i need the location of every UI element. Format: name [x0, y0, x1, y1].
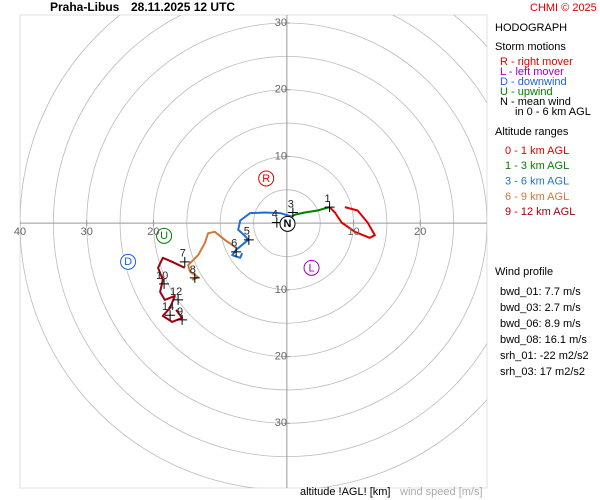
- profile-value: bwd_08: 16.1 m/s: [500, 334, 587, 346]
- storm-legend-entry: D - downwind: [500, 76, 567, 88]
- storm-legend-entry: U - upwind: [500, 86, 553, 98]
- altitude-label: 7: [180, 248, 186, 260]
- panel-title: HODOGRAPH: [495, 22, 567, 34]
- value-label: wind speed [m/s]: [399, 486, 483, 498]
- altitude-label: 12: [170, 286, 182, 298]
- storm-legend-entry: L - left mover: [500, 66, 564, 78]
- altitude-marker: [231, 246, 242, 257]
- legend-entry: 9 - 12 km AGL: [505, 206, 575, 218]
- altitude-label: 4: [272, 208, 278, 220]
- x-tick-label: 20: [147, 226, 159, 238]
- legend-entry: 1 - 3 km AGL: [505, 160, 569, 172]
- storm-motion-label: U: [160, 230, 168, 242]
- x-label: altitude !AGL! [km]: [300, 486, 390, 498]
- hodograph-line: [328, 206, 376, 239]
- altitude-marker: [159, 278, 170, 289]
- altitude-label: 1: [324, 193, 330, 205]
- storm-motion: [258, 170, 275, 187]
- profile-value: bwd_03: 2.7 m/s: [500, 302, 581, 314]
- x-tick-label: 30: [81, 226, 93, 238]
- altitude-marker: [165, 310, 176, 321]
- storm-legend-entry: R - right mover: [500, 56, 573, 68]
- legend-entry: 3 - 6 km AGL: [505, 176, 569, 188]
- y-tick-label: 20: [275, 350, 287, 362]
- legend-entry: 6 - 9 km AGL: [505, 191, 569, 203]
- y-tick-label: 20: [275, 84, 287, 96]
- hodograph-line: [231, 211, 292, 259]
- y-tick-label: 10: [275, 284, 287, 296]
- credit: CHMI © 2025: [530, 2, 597, 14]
- hodograph-line: [187, 230, 237, 281]
- altitude-label: 8: [190, 264, 196, 276]
- x-tick-label: 40: [14, 226, 26, 238]
- storm-legend-entry: N - mean wind: [500, 96, 571, 108]
- profile-value: srh_03: 17 m2/s2: [500, 366, 585, 378]
- hodograph-line: [157, 256, 186, 323]
- altitude-marker: [324, 202, 335, 213]
- altitude-marker: [179, 256, 190, 267]
- profile-title: Wind profile: [495, 266, 553, 278]
- altitude-label: 3: [288, 198, 294, 210]
- altitude-label: 5: [244, 226, 250, 238]
- storm-motion-label: L: [308, 262, 314, 274]
- y-tick-label: 30: [275, 17, 287, 29]
- storm-motion-label: N: [284, 218, 292, 230]
- chart-title: 28.11.2025 12 UTC: [131, 0, 235, 14]
- altitude-label: 9: [177, 306, 183, 318]
- hodograph-line: [291, 206, 330, 218]
- storm-motion: [120, 253, 137, 270]
- y-tick-label: 30: [275, 417, 287, 429]
- altitude-marker: [173, 294, 184, 305]
- profile-value: srh_01: -22 m2/s2: [500, 350, 589, 362]
- profile-value: bwd_06: 8.9 m/s: [500, 318, 581, 330]
- altitude-marker: [287, 207, 298, 218]
- storm-motion-note: in 0 - 6 km AGL: [515, 106, 591, 118]
- storm-motion-label: R: [262, 173, 270, 185]
- storm-motions-title: Storm motions: [495, 41, 566, 53]
- storm-motion: [303, 259, 320, 276]
- storm-motion-label: D: [124, 256, 132, 268]
- x-tick-label: 20: [414, 226, 426, 238]
- profile-value: bwd_01: 7.7 m/s: [500, 286, 581, 298]
- altitude-label: 6: [231, 238, 237, 250]
- storm-motion: [279, 215, 296, 232]
- altitude-marker: [243, 234, 254, 245]
- legend-entry: 0 - 1 km AGL: [505, 145, 569, 157]
- y-tick-label: 10: [275, 150, 287, 162]
- altitude-label: 10: [156, 270, 168, 282]
- altitude-marker: [189, 272, 200, 283]
- x-tick-label: 10: [347, 226, 359, 238]
- station: Praha-Libus: [50, 0, 120, 14]
- altitude-label: 14: [162, 301, 174, 313]
- altitude-marker: [177, 314, 188, 325]
- storm-motion: [156, 227, 173, 244]
- legend-title: Altitude ranges: [495, 126, 569, 138]
